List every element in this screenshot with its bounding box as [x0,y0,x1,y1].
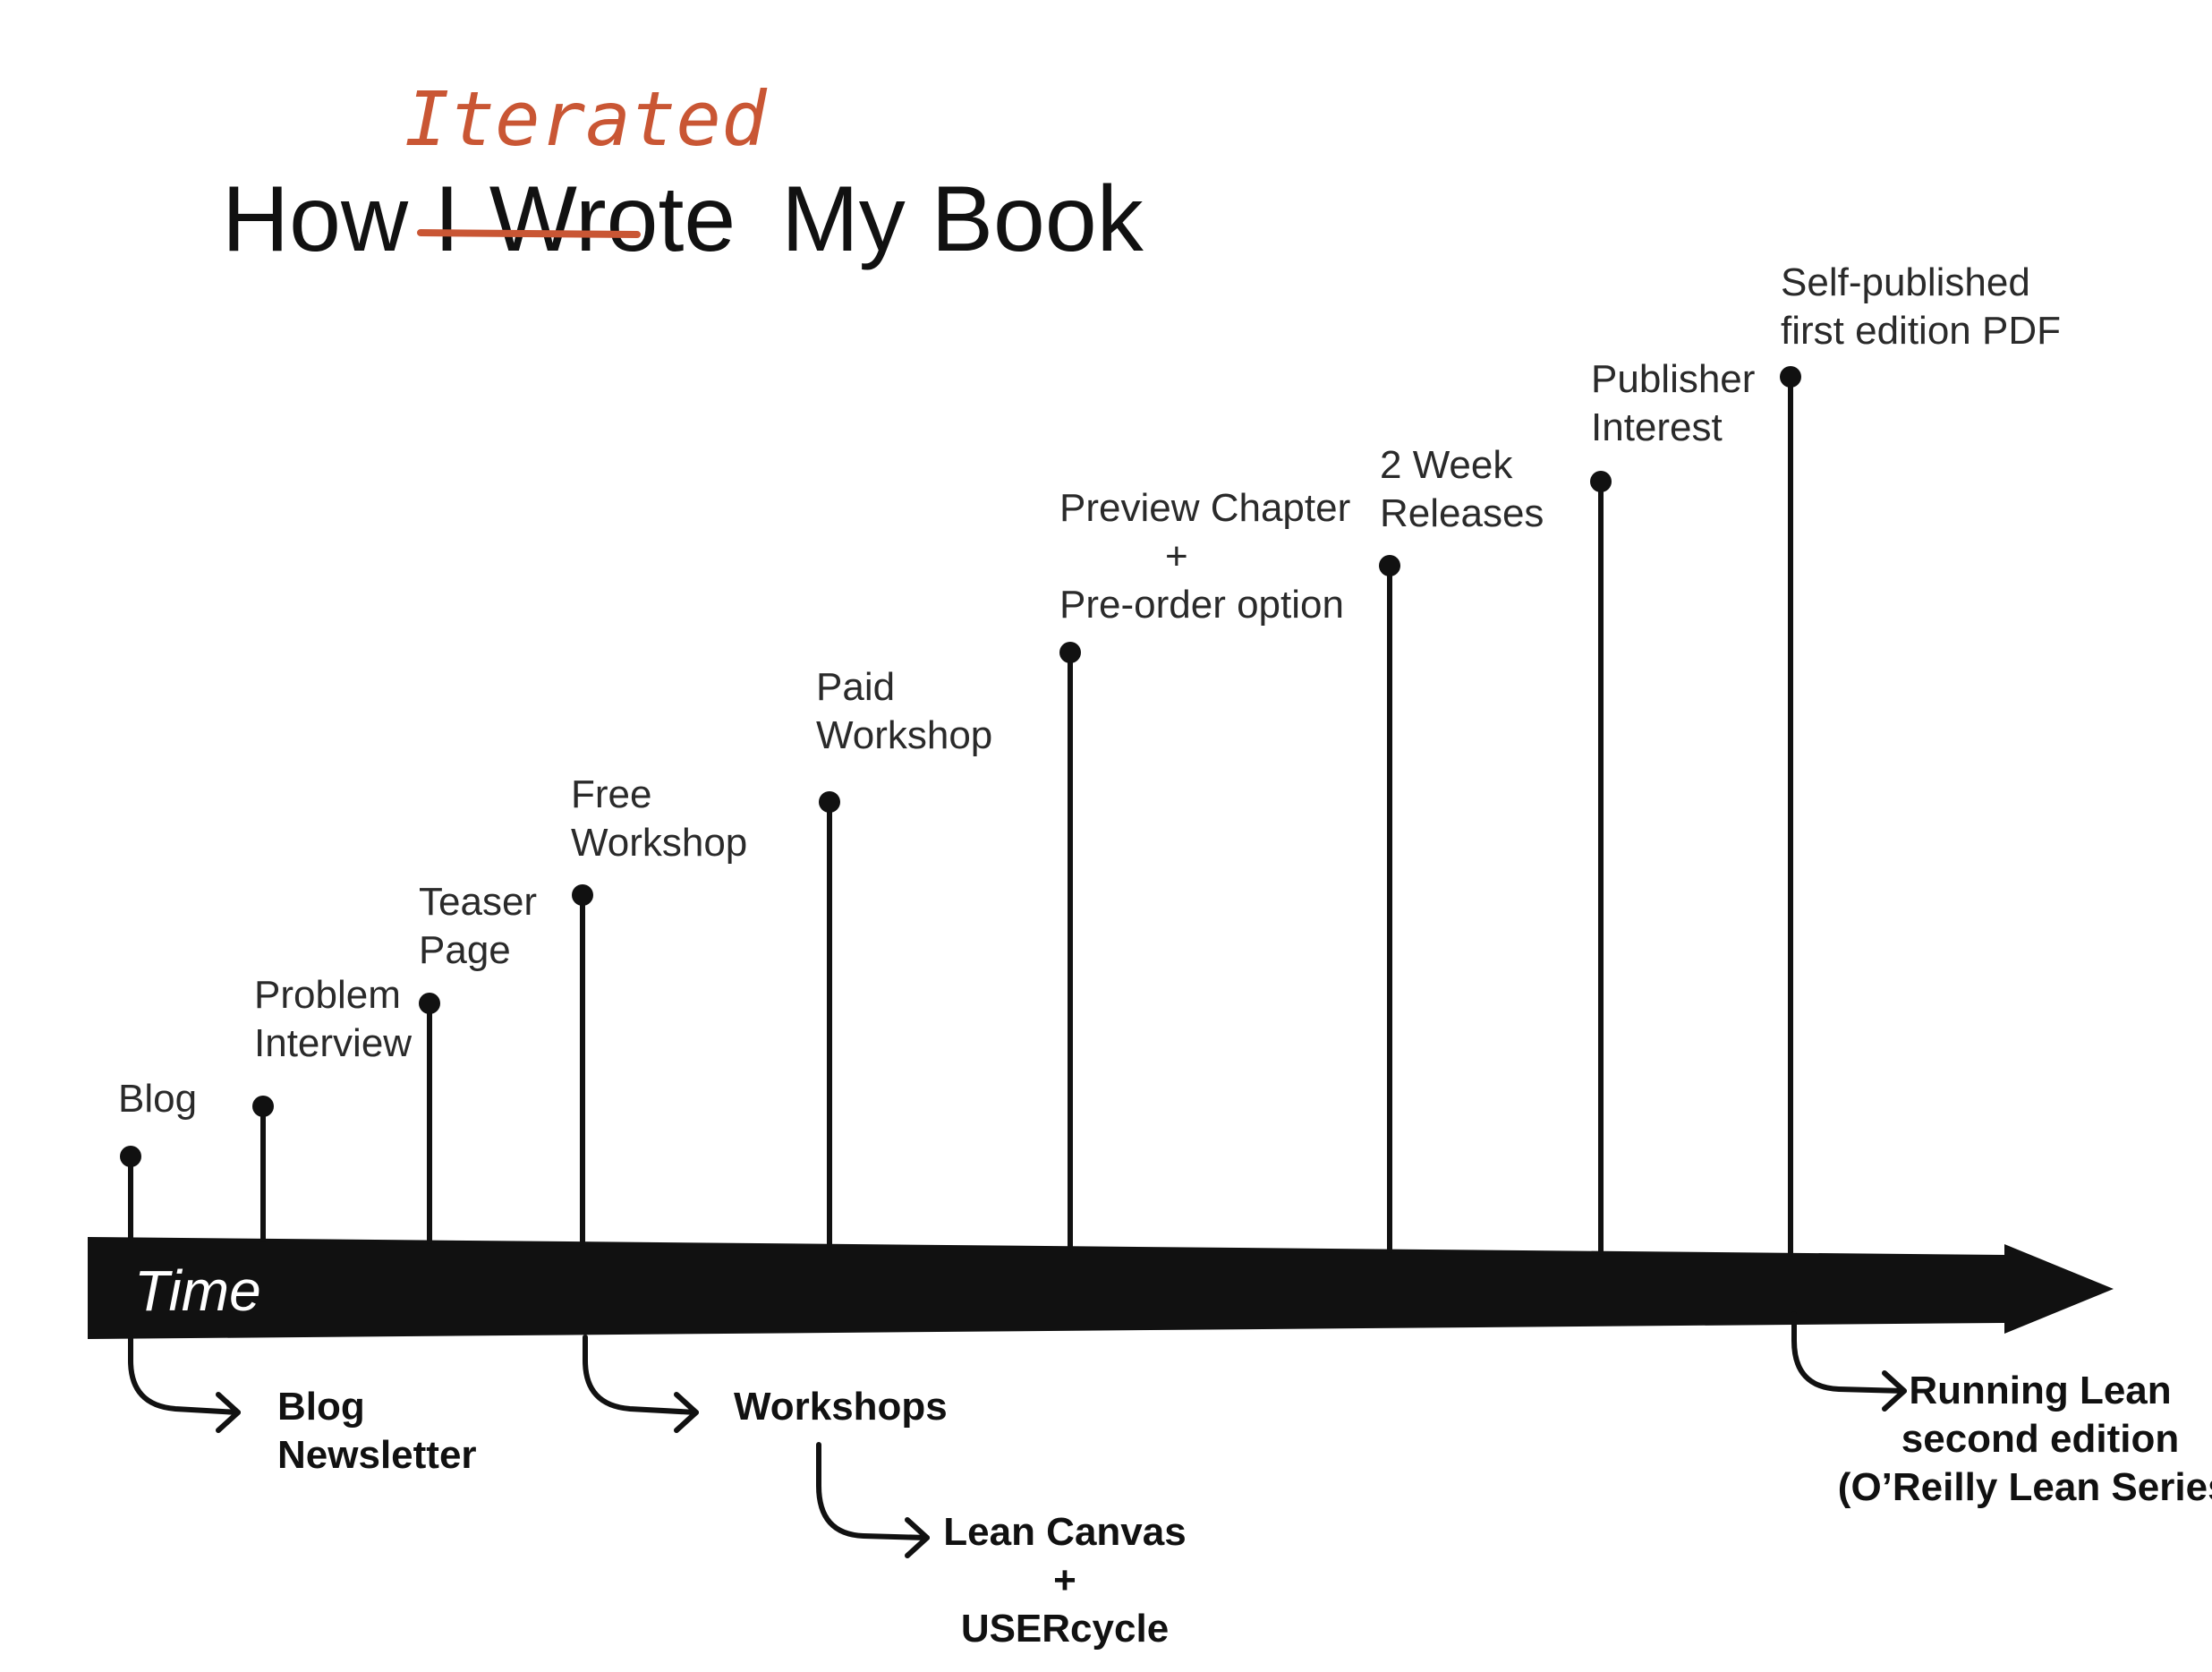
milestone-label-line: 2 Week [1380,443,1513,487]
milestone-label: Self-published first edition PDF [1781,260,2061,353]
milestone-label-line: first edition PDF [1781,309,2061,353]
outcome-label-line: second edition [1901,1417,2179,1461]
milestone-label: Paid Workshop [816,665,992,757]
outcome-label-line: Workshops [734,1385,948,1429]
outcome-arrowhead [905,1517,930,1558]
milestone-dot [419,993,440,1014]
milestone-label-line: Teaser [419,880,537,924]
milestone-label: Blog [118,1077,197,1121]
outcome-arrow [128,1335,241,1415]
outcome-label-line: Newsletter [277,1433,477,1477]
milestone-label-line: Publisher [1591,357,1755,401]
outcome-arrowhead [1882,1370,1907,1412]
milestone-label: Free Workshop [571,772,747,865]
outcome-arrow [1791,1311,1907,1394]
milestone-label: Publisher Interest [1591,357,1755,449]
outcome-label-line: (O’Reilly Lean Series) [1838,1465,2212,1509]
outcome-arrow [583,1335,699,1415]
milestone-label-line: Workshop [571,821,747,865]
milestone-label: Problem Interview [254,973,412,1065]
title-replacement-word: Iterated [404,75,768,163]
outcome-label-line: USERcycle [961,1607,1169,1651]
outcome-label: Workshops [734,1385,948,1429]
outcome-arrowhead [216,1392,241,1433]
title-prefix: How I [222,167,460,271]
milestone-label-line: Preview Chapter [1059,486,1350,530]
milestone-dot [572,884,593,906]
outcome-arrowhead [674,1392,699,1433]
milestone-dot [819,791,840,813]
outcome-label: Blog Newsletter [277,1385,477,1477]
milestone-label-line: Blog [118,1077,197,1121]
milestone-label-line: Interest [1591,405,1723,449]
outcome-arrows [128,1311,1907,1558]
milestone-label-line: Releases [1380,491,1544,535]
outcome-label-line: Running Lean [1909,1369,2171,1412]
milestone-label: 2 Week Releases [1380,443,1544,535]
strike-through-line [417,229,641,238]
milestone-label-line: Workshop [816,713,992,757]
outcome-label: Running Lean second edition (O’Reilly Lean… [1838,1369,2212,1509]
outcome-label: Lean Canvas + USERcycle [943,1510,1186,1651]
milestone-dot [1590,471,1612,492]
title-suffix: My Book [781,167,1144,271]
outcome-label-line: + [1053,1558,1076,1602]
outcome-label-line: Blog [277,1385,365,1429]
milestone-dot [1780,366,1801,388]
milestone-dot [120,1146,141,1167]
time-axis-bar [88,1237,2114,1339]
milestone-label-line: Free [571,772,651,816]
milestone-label-line: + [1165,534,1188,578]
outcome-arrow [816,1442,930,1540]
milestone-label: Preview Chapter + Pre-order option [1059,486,1350,627]
milestone-dot [252,1096,274,1117]
milestone-label: Teaser Page [419,880,537,972]
title-struck-word: Wrote [489,167,736,271]
milestone-label-line: Interview [254,1021,412,1065]
milestone-label-line: Pre-order option [1059,583,1344,627]
milestone-stems [120,366,1801,1257]
milestone-label-line: Paid [816,665,895,709]
milestone-label-line: Page [419,928,511,972]
outcome-labels: Blog Newsletter Workshops Lean Canvas + USERc… [277,1369,2212,1651]
milestone-label-line: Problem [254,973,401,1017]
outcome-label-line: Lean Canvas [943,1510,1186,1554]
milestone-label-line: Self-published [1781,260,2030,304]
milestone-dot [1059,642,1081,663]
page-title: How I Wrote My Book [222,167,1144,271]
time-axis-label: Time [134,1258,261,1323]
milestone-dot [1379,555,1400,576]
